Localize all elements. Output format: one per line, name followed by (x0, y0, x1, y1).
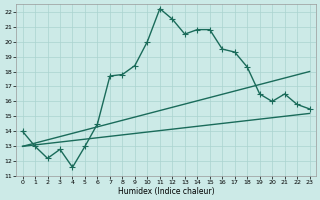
X-axis label: Humidex (Indice chaleur): Humidex (Indice chaleur) (118, 187, 214, 196)
